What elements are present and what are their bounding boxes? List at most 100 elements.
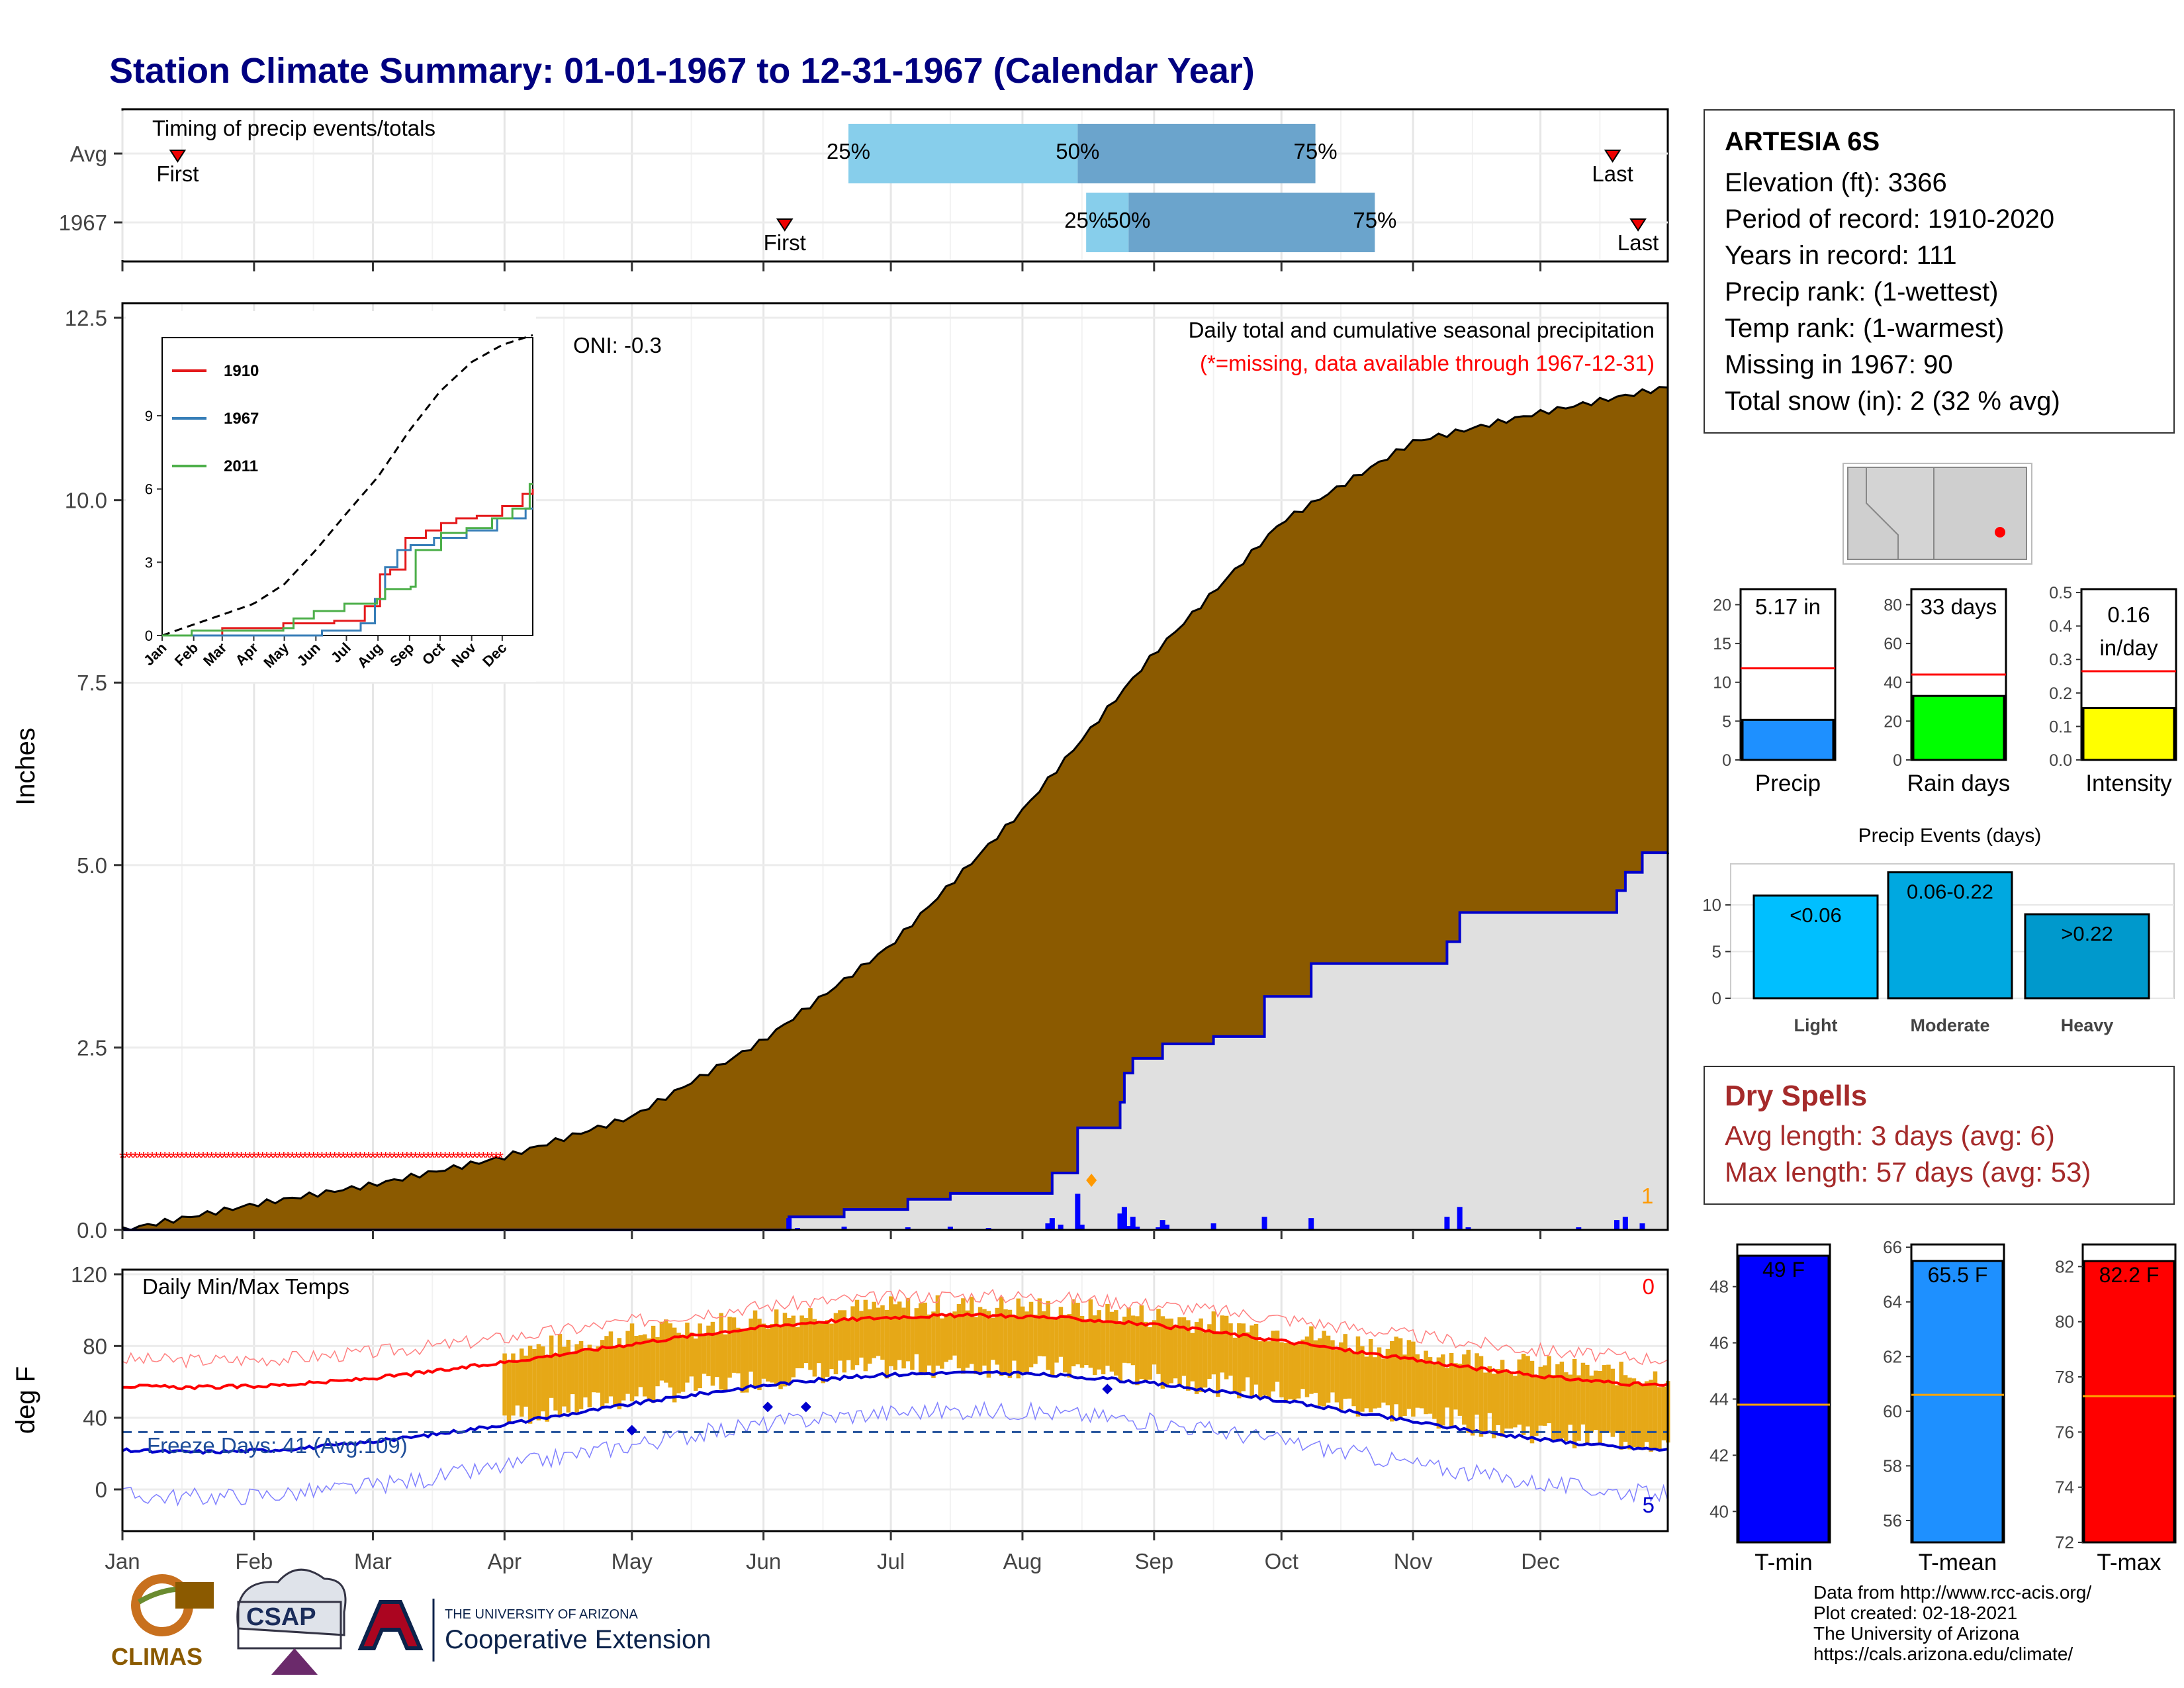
daily-temp-bar [1411, 1341, 1416, 1417]
missing-data-marker: * [297, 1148, 304, 1168]
inset-legend-label: 1910 [224, 362, 259, 380]
temp-bar-tick-label: 44 [1709, 1389, 1729, 1409]
daily-temp-bar [1092, 1315, 1097, 1376]
missing-data-marker: * [174, 1148, 181, 1168]
daily-temp-bar [1071, 1299, 1076, 1367]
temp-y-axis-label: deg F [11, 1366, 40, 1434]
missing-data-marker: * [365, 1148, 372, 1168]
daily-temp-bar [749, 1318, 753, 1372]
station-missing: Missing in 1967: 90 [1725, 350, 1953, 379]
daily-temp-bar [1173, 1325, 1178, 1379]
daily-temp-bar [1623, 1375, 1628, 1442]
daily-temp-bar [1466, 1350, 1471, 1433]
inset-y-tick-label: 0 [145, 628, 153, 644]
first-event-label: First [764, 230, 806, 255]
month-label: Jul [877, 1549, 905, 1573]
daily-temp-bar [643, 1334, 647, 1397]
snow-marker [1086, 1174, 1097, 1187]
daily-temp-bar [1483, 1372, 1488, 1433]
daily-temp-bar [1152, 1320, 1157, 1365]
missing-data-marker: * [399, 1148, 406, 1168]
daily-temp-bar [1424, 1350, 1428, 1415]
daily-temp-bar [1275, 1331, 1280, 1382]
daily-temp-bar [935, 1295, 940, 1366]
daily-temp-bar [596, 1346, 600, 1393]
daily-temp-bar [1079, 1315, 1085, 1368]
map-new-mexico-region [1933, 467, 2027, 560]
daily-temp-bar [689, 1333, 694, 1377]
credit-url: https://cals.arizona.edu/climate/ [1813, 1644, 2073, 1664]
daily-temp-bar [1475, 1353, 1479, 1415]
missing-data-marker: * [327, 1148, 334, 1168]
daily-temp-bar [1135, 1316, 1140, 1385]
daily-temp-bar [1139, 1305, 1144, 1380]
daily-temp-bar [736, 1327, 741, 1374]
missing-data-marker: * [179, 1148, 185, 1168]
missing-data-marker: * [267, 1148, 274, 1168]
daily-precip-bar [947, 1227, 953, 1230]
daily-temp-bar [506, 1362, 512, 1423]
missing-data-marker: * [455, 1148, 461, 1168]
daily-temp-bar [1441, 1354, 1445, 1426]
missing-data-marker: * [390, 1148, 397, 1168]
temp-plot-area [122, 1288, 1670, 1507]
daily-temp-bar [1479, 1356, 1484, 1437]
daily-temp-bar [1317, 1338, 1322, 1406]
temp-bar-tick-label: 74 [2055, 1477, 2074, 1497]
daily-temp-bar [863, 1299, 868, 1372]
daily-temp-bar [1598, 1370, 1602, 1444]
daily-temp-bar [1373, 1357, 1377, 1409]
missing-data-marker: * [212, 1148, 219, 1168]
missing-data-marker: * [476, 1148, 482, 1168]
daily-temp-bar [1028, 1301, 1034, 1368]
missing-data-marker: * [281, 1148, 287, 1168]
daily-temp-bar [880, 1305, 885, 1360]
precip-events-panel: Precip Events (days) 0 5 10 <0.06 Light 0.06-0… [1702, 825, 2175, 1035]
csap-logo: CSAP [236, 1568, 347, 1675]
daily-temp-bar [592, 1350, 596, 1393]
daily-temp-bar [859, 1311, 864, 1358]
daily-temp-bar [829, 1323, 834, 1370]
events-title: Precip Events (days) [1858, 825, 2042, 847]
missing-data-marker: * [149, 1148, 156, 1168]
timing-panel: Timing of precip events/totals Avg 25% 50%… [59, 108, 1669, 263]
events-category-label: Light [1794, 1015, 1838, 1035]
daily-precip-bar [1121, 1207, 1127, 1230]
daily-temp-bar [1470, 1368, 1475, 1436]
daily-temp-bar [923, 1302, 927, 1375]
month-label: Dec [1521, 1549, 1560, 1573]
month-label: Oct [1265, 1549, 1298, 1573]
missing-data-marker: * [446, 1148, 453, 1168]
missing-data-marker: * [433, 1148, 440, 1168]
daily-temp-bar [1300, 1339, 1305, 1389]
precip-y-tick-label: 5.0 [77, 853, 107, 878]
missing-data-marker: * [225, 1148, 232, 1168]
daily-temp-bar [1288, 1342, 1293, 1399]
daily-temp-bar [1542, 1365, 1547, 1426]
daily-temp-bar [782, 1313, 788, 1387]
daily-precip-bar [1075, 1194, 1081, 1230]
daily-temp-bar [1602, 1365, 1607, 1432]
events-bar-label: 0.06-0.22 [1907, 880, 1993, 904]
missing-data-marker: * [289, 1148, 296, 1168]
missing-data-marker: * [412, 1148, 419, 1168]
temp-bar-tick-label: 78 [2055, 1367, 2074, 1387]
daily-temp-bar [651, 1325, 656, 1403]
daily-temp-bar [952, 1311, 957, 1356]
timing-quartile-label: 75% [1294, 139, 1338, 164]
daily-temp-bar [1279, 1342, 1284, 1397]
summary-bar-precip [1741, 718, 1835, 761]
missing-data-marker: * [467, 1148, 474, 1168]
summary-tick-label: 40 [1884, 674, 1902, 692]
inset-series-2011 [162, 483, 533, 637]
daily-temp-bar [1615, 1385, 1619, 1432]
temp-bar-tick-label: 46 [1709, 1333, 1729, 1353]
daily-temp-bar [1402, 1354, 1407, 1416]
missing-data-marker: * [140, 1148, 147, 1168]
missing-data-marker: * [357, 1148, 363, 1168]
month-label: Mar [354, 1549, 392, 1573]
summary-value-precip: 5.17 in [1755, 594, 1821, 619]
daily-precip-bar [1210, 1223, 1216, 1230]
csap-logo-text: CSAP [246, 1603, 316, 1631]
